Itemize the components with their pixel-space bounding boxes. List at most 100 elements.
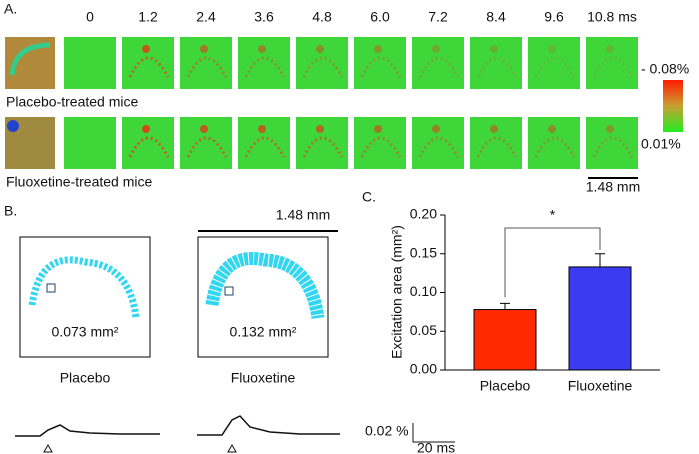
time-label: 10.8 ms (587, 9, 637, 25)
frame-signal (142, 125, 150, 133)
frame-signal (490, 125, 498, 133)
significance-label: * (550, 207, 556, 223)
trace (197, 415, 340, 436)
frame (412, 37, 464, 89)
frame-signal (490, 45, 498, 53)
frame (354, 37, 406, 89)
time-label: 3.6 (254, 9, 274, 25)
brain-image (7, 120, 19, 132)
frame-signal (200, 45, 208, 53)
error-bar (500, 302, 510, 310)
frame (64, 117, 116, 169)
frame-signal (360, 56, 402, 78)
frame-signal (476, 56, 518, 78)
frame (354, 117, 406, 169)
frame (296, 117, 348, 169)
frame-signal (432, 125, 440, 133)
frame (470, 37, 522, 89)
excitation-map (205, 252, 325, 320)
frame-signal (200, 125, 208, 133)
frame-signal (534, 136, 576, 158)
frame-signal (142, 45, 150, 53)
colorbar (663, 80, 683, 132)
time-label: 1.2 (138, 9, 158, 25)
frame-signal (606, 125, 614, 133)
x-tick-label: Placebo (480, 378, 531, 394)
frame-signal (548, 125, 556, 133)
excitation-map (28, 256, 140, 319)
frame (586, 37, 638, 89)
brain-image (9, 42, 51, 76)
frame (528, 117, 580, 169)
scale-bar-label: 1.48 mm (276, 207, 330, 223)
colorbar-label: - 0.08% (641, 61, 689, 77)
frame-signal (244, 136, 286, 158)
frame (470, 117, 522, 169)
frame-signal (534, 56, 576, 78)
frame-signal (186, 56, 228, 78)
frame-signal (374, 125, 382, 133)
frame-signal (418, 136, 460, 158)
frame (238, 117, 290, 169)
time-label: 0 (86, 9, 94, 25)
frame-signal (316, 45, 324, 53)
frame-signal (548, 45, 556, 53)
frame (412, 117, 464, 169)
frame-signal (186, 136, 228, 158)
frame-signal (432, 45, 440, 53)
frame-signal (302, 56, 344, 78)
frame-signal (374, 45, 382, 53)
y-axis-title: Excitation area (mm²) (389, 225, 405, 359)
error-bar (595, 253, 605, 267)
scale-bar-label: 1.48 mm (586, 179, 640, 195)
frame (528, 37, 580, 89)
frame-signal (476, 136, 518, 158)
frame-signal (316, 125, 324, 133)
frame-signal (302, 136, 344, 158)
y-tick-label: 0.00 (410, 361, 437, 377)
time-label: 6.0 (370, 9, 390, 25)
trace-scale (412, 423, 455, 443)
bar (473, 309, 537, 371)
roi (46, 283, 56, 293)
frame (238, 37, 290, 89)
frame-signal (360, 136, 402, 158)
panel-label: B. (4, 203, 17, 219)
frame-signal (606, 45, 614, 53)
frame-signal (258, 125, 266, 133)
area-label: 0.073 mm² (52, 324, 119, 340)
frame-signal (418, 56, 460, 78)
y-tick-label: 0.15 (410, 244, 437, 260)
frame-signal (128, 56, 170, 78)
frame (296, 37, 348, 89)
colorbar-label: 0.01% (641, 136, 681, 152)
stimulus-marker (227, 443, 237, 453)
time-label: 9.6 (544, 9, 564, 25)
time-label: 8.4 (486, 9, 506, 25)
trace (15, 424, 160, 437)
frame (180, 37, 232, 89)
x-tick-label: Fluoxetine (568, 378, 633, 394)
panel-label: A. (4, 1, 17, 17)
frame (122, 117, 174, 169)
area-label: 0.132 mm² (230, 324, 297, 340)
frame-signal (258, 45, 266, 53)
frame-signal (592, 56, 634, 78)
panel-label: C. (362, 189, 376, 205)
row-label: Placebo-treated mice (6, 94, 139, 110)
frame (64, 37, 116, 89)
time-label: 2.4 (196, 9, 216, 25)
y-tick-label: 0.05 (410, 322, 437, 338)
time-label: 4.8 (312, 9, 332, 25)
frame (122, 37, 174, 89)
y-tick-label: 0.10 (410, 283, 437, 299)
y-tick-label: 0.20 (410, 206, 437, 222)
group-label: Placebo (60, 370, 111, 386)
significance-bracket (504, 227, 601, 298)
frame-signal (592, 136, 634, 158)
row-label: Fluoxetine-treated mice (6, 174, 153, 190)
frame (180, 117, 232, 169)
time-label: 7.2 (428, 9, 448, 25)
